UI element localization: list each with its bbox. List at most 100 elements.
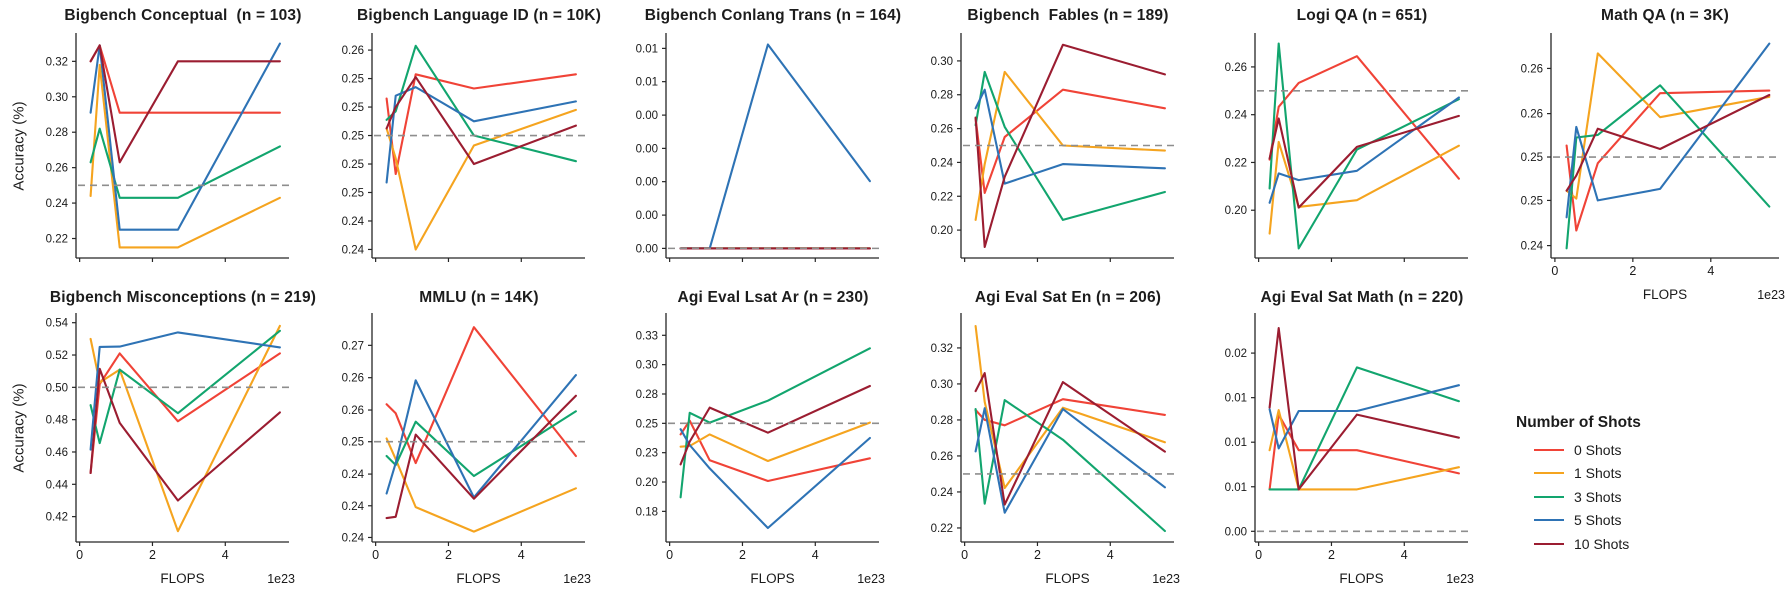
series-line-5-shots [679, 428, 871, 530]
legend-entry: 1 Shots [1516, 462, 1641, 486]
legend-entry: 3 Shots [1516, 485, 1641, 509]
series-line-10-shots [1565, 93, 1771, 192]
x-axis-title: FLOPS [750, 571, 794, 586]
series-line-5-shots [89, 331, 281, 451]
y-tick-label: 0.01 [1225, 482, 1247, 494]
series-line-3-shots [974, 399, 1166, 533]
series-line-1-shots [385, 437, 577, 533]
legend-swatch [1534, 448, 1564, 451]
legend-swatch [1534, 472, 1564, 475]
x-axis-offset: 1e23 [1152, 572, 1180, 586]
y-tick-label: 0.00 [636, 143, 658, 155]
y-axis-label-row1: Accuracy (%) [10, 101, 28, 191]
y-tick-label: 0.30 [636, 360, 658, 372]
chart-title-bigbench-misconceptions: Bigbench Misconceptions (n = 219) [49, 289, 317, 306]
y-tick-label: 0.44 [46, 479, 69, 491]
y-tick-label: 0.18 [636, 506, 658, 518]
y-tick-label: 0.01 [636, 77, 658, 89]
series-line-0-shots [89, 44, 281, 114]
series-line-3-shots [1268, 366, 1460, 491]
y-tick-label: 0.25 [342, 159, 364, 171]
y-tick-label: 0.00 [636, 243, 658, 255]
y-tick-label: 0.26 [931, 124, 953, 136]
series-line-10-shots [89, 367, 281, 502]
legend: Number of Shots 0 Shots 1 Shots 3 Shots 5 S… [1516, 414, 1641, 556]
series-line-0-shots [1565, 89, 1771, 232]
y-tick-label: 0.28 [636, 389, 658, 401]
y-tick-label: 0.28 [46, 127, 68, 139]
x-tick-label: 4 [222, 548, 229, 562]
y-tick-label: 0.46 [46, 447, 68, 459]
series-line-3-shots [385, 410, 577, 478]
y-tick-label: 0.52 [46, 350, 68, 362]
x-axis-title: FLOPS [456, 571, 500, 586]
chart-title-agi-eval-sat-math: Agi Eval Sat Math (n = 220) [1260, 289, 1464, 306]
y-tick-label: 0.25 [342, 187, 364, 199]
y-tick-label: 0.24 [931, 157, 954, 169]
y-tick-label: 0.28 [931, 90, 953, 102]
x-tick-label: 2 [739, 548, 746, 562]
x-tick-label: 4 [518, 548, 525, 562]
y-tick-label: 0.01 [1225, 437, 1247, 449]
series-line-1-shots [974, 70, 1166, 221]
legend-entry-label: 0 Shots [1574, 441, 1622, 458]
x-tick-label: 0 [1551, 264, 1558, 278]
series-line-5-shots [1268, 96, 1460, 204]
y-tick-label: 0.20 [1225, 205, 1247, 217]
y-tick-label: 0.30 [931, 379, 953, 391]
y-tick-label: 0.25 [342, 102, 364, 114]
series-line-5-shots [89, 42, 281, 231]
y-tick-label: 0.26 [1225, 62, 1247, 74]
y-tick-label: 0.01 [636, 43, 658, 55]
series-line-1-shots [1565, 52, 1771, 200]
series-line-3-shots [89, 329, 281, 445]
y-tick-label: 0.24 [342, 244, 365, 256]
series-line-5-shots [974, 88, 1166, 185]
series-line-10-shots [1268, 114, 1460, 209]
y-axis-label-row2: Accuracy (%) [10, 383, 28, 473]
y-tick-label: 0.25 [342, 437, 364, 449]
x-axis-offset: 1e23 [1757, 288, 1785, 302]
series-line-0-shots [974, 88, 1166, 194]
series-line-5-shots [974, 407, 1166, 514]
series-line-5-shots [1268, 384, 1460, 450]
chart-title-bigbench-conceptual: Bigbench Conceptual (n = 103) [64, 7, 302, 24]
y-tick-label: 0.50 [46, 382, 68, 394]
legend-title: Number of Shots [1516, 414, 1641, 431]
series-line-0-shots [679, 419, 871, 483]
x-tick-label: 0 [372, 548, 379, 562]
y-tick-label: 0.32 [931, 343, 953, 355]
y-tick-label: 0.00 [636, 110, 658, 122]
series-line-1-shots [974, 324, 1166, 490]
x-tick-label: 2 [1629, 264, 1636, 278]
x-tick-label: 4 [812, 548, 819, 562]
legend-swatch [1534, 542, 1564, 545]
y-tick-label: 0.33 [636, 330, 658, 342]
x-axis-title: FLOPS [160, 571, 204, 586]
series-line-1-shots [1268, 140, 1460, 235]
y-tick-label: 0.26 [342, 373, 364, 385]
legend-swatch [1534, 495, 1564, 498]
y-tick-label: 0.25 [1521, 195, 1543, 207]
legend-entry: 10 Shots [1516, 532, 1641, 556]
y-tick-label: 0.00 [636, 210, 658, 222]
series-line-5-shots [1565, 42, 1771, 219]
x-tick-label: 0 [666, 548, 673, 562]
y-tick-label: 0.01 [1225, 393, 1247, 405]
y-tick-label: 0.42 [46, 512, 68, 524]
series-line-3-shots [1268, 42, 1460, 250]
y-tick-label: 0.24 [1521, 241, 1544, 253]
chart-title-agi-eval-sat-en: Agi Eval Sat En (n = 206) [974, 289, 1162, 306]
y-tick-label: 0.30 [46, 92, 68, 104]
y-tick-label: 0.25 [342, 131, 364, 143]
y-tick-label: 0.32 [46, 56, 68, 68]
chart-bigbench-misconceptions: 0.54 0.52 0.50 0.48 0.46 0.44 0.42 0 2 4 FLOPS 1e23 [46, 313, 295, 586]
chart-agi-eval-lsat-ar: 0.33 0.30 0.28 0.25 0.23 0.20 0.18 0 2 4 FLOPS 1e23 [636, 313, 885, 586]
y-tick-label: 0.00 [636, 177, 658, 189]
y-tick-label: 0.26 [342, 405, 364, 417]
legend-entry-label: 5 Shots [1574, 512, 1622, 529]
series-line-5-shots [385, 374, 577, 499]
y-tick-label: 0.20 [931, 225, 953, 237]
series-line-10-shots [1268, 327, 1460, 491]
